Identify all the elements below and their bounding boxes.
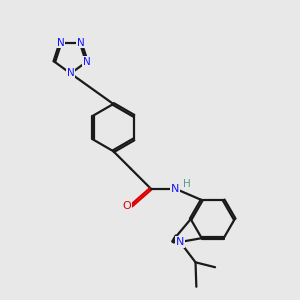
Text: N: N: [57, 38, 64, 47]
Text: N: N: [67, 68, 74, 79]
Text: O: O: [123, 201, 132, 211]
Text: N: N: [171, 184, 179, 194]
Text: N: N: [77, 38, 85, 47]
Text: H: H: [183, 179, 190, 189]
Text: N: N: [176, 237, 184, 247]
Text: N: N: [83, 57, 91, 67]
